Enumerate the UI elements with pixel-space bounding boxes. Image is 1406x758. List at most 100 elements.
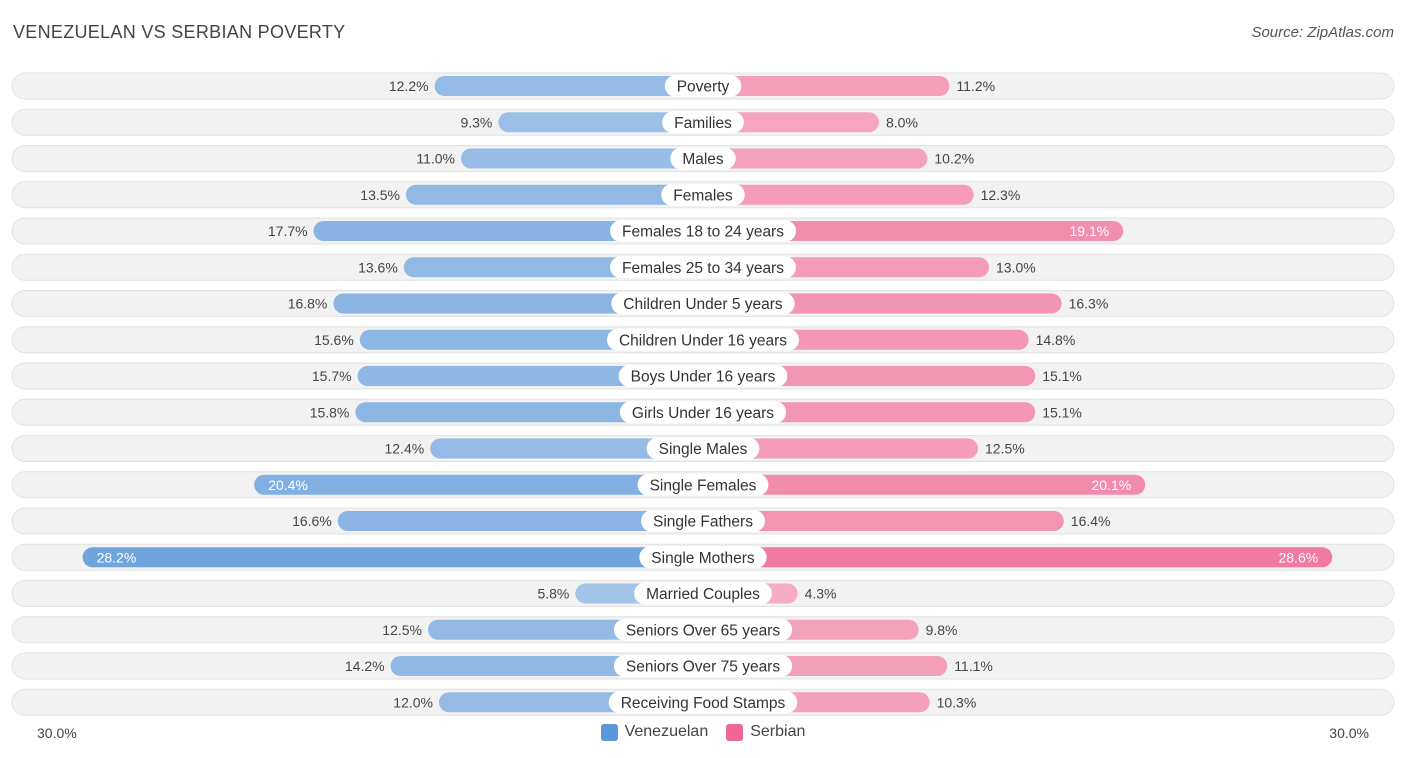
value-label-venezuelan: 15.6% xyxy=(314,332,354,348)
category-label: Males xyxy=(682,151,724,168)
chart-row[interactable]: 12.4% 12.5% Single Males xyxy=(11,435,1395,462)
category-label: Children Under 16 years xyxy=(619,332,787,349)
value-label-serbian: 14.8% xyxy=(1036,332,1076,348)
chart-row[interactable]: 5.8% 4.3% Married Couples xyxy=(11,580,1395,607)
chart-row[interactable]: 16.6% 16.4% Single Fathers xyxy=(11,507,1395,535)
value-label-venezuelan: 20.4% xyxy=(268,477,308,493)
category-pill xyxy=(661,183,745,206)
bar-serbian xyxy=(703,76,950,96)
category-pill xyxy=(619,401,787,424)
value-label-serbian: 12.3% xyxy=(981,187,1021,203)
category-label: Single Males xyxy=(659,441,748,458)
value-label-serbian: 15.1% xyxy=(1042,368,1082,384)
legend-label-serbian: Serbian xyxy=(750,723,806,740)
category-pill xyxy=(664,75,742,97)
bar-venezuelan xyxy=(434,76,703,96)
chart-row[interactable]: 28.2% 28.6% Single Mothers xyxy=(11,543,1395,571)
bar-serbian xyxy=(703,148,928,169)
legend-item-venezuelan[interactable]: Venezuelan xyxy=(600,723,709,741)
legend-item-serbian[interactable]: Serbian xyxy=(726,723,805,741)
bar-serbian xyxy=(703,511,1064,531)
bar-venezuelan xyxy=(82,547,704,568)
category-pill xyxy=(606,328,800,351)
category-pill xyxy=(637,473,769,496)
bar-serbian xyxy=(703,402,1036,423)
category-label: Poverty xyxy=(677,79,730,96)
category-pill xyxy=(641,510,765,532)
category-label: Single Mothers xyxy=(651,550,755,567)
value-label-venezuelan: 5.8% xyxy=(537,586,569,602)
bar-venezuelan xyxy=(355,402,703,423)
category-pill xyxy=(634,582,772,605)
chart-row[interactable]: 14.2% 11.1% Seniors Over 75 years xyxy=(11,652,1395,680)
bar-venezuelan xyxy=(461,148,703,169)
value-label-serbian: 20.1% xyxy=(1091,477,1131,493)
chart-row[interactable]: 15.8% 15.1% Girls Under 16 years xyxy=(11,398,1395,426)
legend-label-venezuelan: Venezuelan xyxy=(624,723,709,740)
value-label-serbian: 10.2% xyxy=(934,151,974,167)
category-pill xyxy=(613,618,793,641)
source-credit: Source: ZipAtlas.com xyxy=(1251,24,1394,41)
value-label-serbian: 28.6% xyxy=(1278,549,1318,565)
chart-row[interactable]: 13.6% 13.0% Females 25 to 34 years xyxy=(11,253,1395,281)
bar-serbian xyxy=(703,474,1146,495)
category-pill xyxy=(662,111,744,134)
value-label-venezuelan: 14.2% xyxy=(345,658,385,674)
value-label-venezuelan: 15.7% xyxy=(312,368,352,384)
value-label-venezuelan: 12.2% xyxy=(389,78,429,94)
bar-venezuelan xyxy=(337,511,703,531)
category-pill xyxy=(618,365,788,387)
chart-row[interactable]: 20.4% 20.1% Single Females xyxy=(11,471,1395,499)
value-label-serbian: 4.3% xyxy=(805,586,837,602)
category-label: Girls Under 16 years xyxy=(632,405,774,422)
bar-serbian xyxy=(703,221,1124,241)
value-label-serbian: 11.2% xyxy=(956,78,995,94)
chart-row[interactable]: 15.7% 15.1% Boys Under 16 years xyxy=(11,362,1395,390)
category-label: Seniors Over 65 years xyxy=(626,622,780,639)
category-label: Single Fathers xyxy=(653,514,753,531)
category-label: Females xyxy=(673,187,733,204)
chart-row[interactable]: 16.8% 16.3% Children Under 5 years xyxy=(11,290,1395,317)
bar-serbian xyxy=(703,547,1333,568)
chart-row[interactable]: 13.5% 12.3% Females xyxy=(11,181,1395,209)
chart-row[interactable]: 11.0% 10.2% Males xyxy=(11,145,1395,172)
value-label-serbian: 11.1% xyxy=(954,658,993,674)
diverging-bar-chart: 12.2% 11.2% Poverty 9.3% 8.0% Families 11.0% 10… xyxy=(11,72,1395,716)
chart-row[interactable]: 12.2% 11.2% Poverty xyxy=(11,72,1395,100)
bar-venezuelan xyxy=(357,366,703,386)
value-label-serbian: 16.3% xyxy=(1069,296,1109,312)
category-label: Boys Under 16 years xyxy=(631,369,776,386)
value-label-venezuelan: 12.4% xyxy=(384,441,424,457)
value-label-venezuelan: 16.6% xyxy=(292,513,332,529)
category-label: Families xyxy=(674,115,732,132)
bar-serbian xyxy=(703,112,879,133)
bar-venezuelan xyxy=(406,184,703,205)
category-label: Seniors Over 75 years xyxy=(626,659,780,676)
chart-row[interactable]: 9.3% 8.0% Families xyxy=(11,108,1395,136)
value-label-venezuelan: 15.8% xyxy=(310,404,350,420)
bar-serbian xyxy=(703,438,978,459)
value-label-venezuelan: 16.8% xyxy=(288,296,328,312)
category-label: Females 25 to 34 years xyxy=(622,260,784,277)
category-label: Married Couples xyxy=(646,586,760,603)
axis-right-max-label: 30.0% xyxy=(1329,725,1369,741)
value-label-serbian: 16.4% xyxy=(1071,513,1111,529)
value-label-venezuelan: 13.6% xyxy=(358,259,398,275)
chart-row[interactable]: 17.7% 19.1% Females 18 to 24 years xyxy=(11,217,1395,245)
bar-venezuelan xyxy=(430,438,703,459)
category-pill xyxy=(610,220,796,242)
value-label-venezuelan: 17.7% xyxy=(268,223,308,239)
category-label: Single Females xyxy=(650,477,757,494)
category-pill xyxy=(639,546,767,569)
category-label: Females 18 to 24 years xyxy=(622,224,784,241)
bar-serbian xyxy=(703,184,974,205)
value-label-venezuelan: 12.5% xyxy=(382,622,422,638)
category-pill xyxy=(610,256,796,279)
value-label-venezuelan: 28.2% xyxy=(97,549,137,565)
chart-row[interactable]: 15.6% 14.8% Children Under 16 years xyxy=(11,326,1395,354)
chart-row[interactable]: 12.0% 10.3% Receiving Food Stamps xyxy=(11,688,1395,716)
category-pill xyxy=(646,437,760,460)
value-label-venezuelan: 12.0% xyxy=(393,694,433,710)
chart-row[interactable]: 12.5% 9.8% Seniors Over 65 years xyxy=(11,616,1395,644)
chart-title: VENEZUELAN VS SERBIAN POVERTY xyxy=(13,22,346,42)
